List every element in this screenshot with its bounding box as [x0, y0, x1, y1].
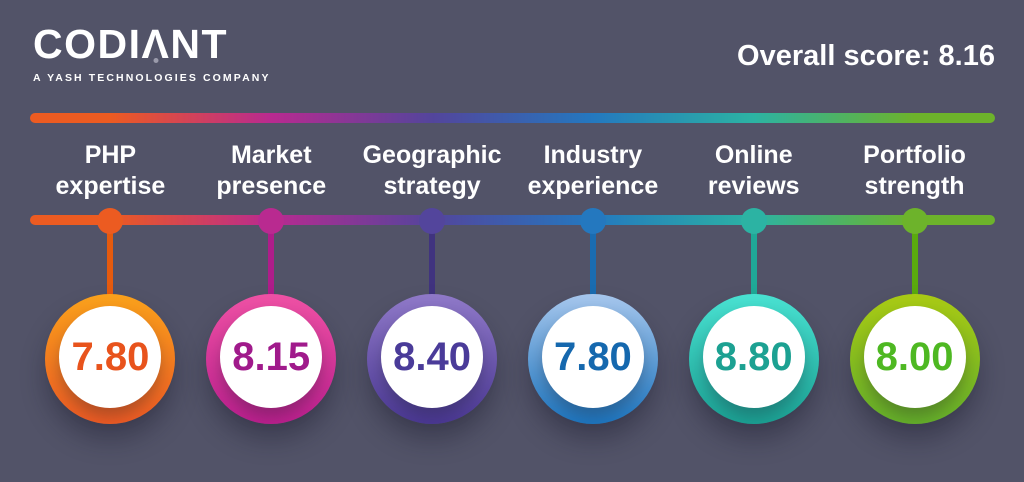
category-column: Market presence 8.15: [191, 140, 352, 440]
score-value: 8.00: [875, 334, 954, 379]
category-column: Geographic strategy 8.40: [352, 140, 513, 440]
connector-stem: [589, 221, 596, 300]
score-badge-inner: 8.00: [863, 306, 966, 408]
category-label-line1: Portfolio: [863, 141, 966, 169]
timeline-dot: [579, 208, 606, 234]
gradient-bar-top: [30, 113, 995, 123]
score-value: 8.15: [232, 334, 311, 379]
logo-tagline: A YASH TECHNOLOGIES COMPANY: [33, 72, 271, 84]
category-label: PHP expertise: [30, 140, 191, 202]
score-badge-inner: 8.40: [381, 306, 484, 408]
score-value: 7.80: [553, 334, 632, 379]
score-badge: 7.80: [45, 294, 176, 424]
category-label-line2: reviews: [707, 172, 800, 200]
category-column: Portfolio strength 8.00: [834, 140, 995, 440]
category-label-line2: experience: [527, 172, 659, 200]
category-label: Portfolio strength: [834, 140, 995, 202]
gradient-bar-timeline: [30, 215, 995, 225]
category-label-line2: strength: [864, 172, 965, 200]
score-badge: 8.00: [849, 294, 980, 424]
category-label-line2: strategy: [383, 172, 481, 200]
logo-lambda-dot-icon: [153, 58, 159, 63]
category-label-line2: presence: [216, 172, 327, 200]
category-column: PHP expertise 7.80: [30, 140, 191, 440]
category-column: Online reviews 8.80: [673, 140, 834, 440]
score-badge-inner: 8.80: [702, 306, 805, 408]
category-label-line1: Industry: [543, 141, 643, 169]
score-badge-inner: 8.15: [220, 306, 323, 408]
category-column: Industry experience 7.80: [512, 140, 673, 440]
timeline-dot: [97, 208, 124, 234]
score-badge: 8.15: [206, 294, 337, 424]
connector-stem: [750, 221, 757, 300]
category-label: Industry experience: [512, 140, 673, 202]
score-badge-inner: 7.80: [541, 306, 644, 408]
connector-stem: [268, 221, 275, 300]
timeline-dot: [419, 208, 446, 234]
connector-stem: [107, 221, 114, 300]
score-badge: 8.40: [367, 294, 498, 424]
category-label-line1: PHP: [84, 141, 137, 169]
logo-text-post: NT: [170, 21, 229, 67]
overall-score-text: Overall score: 8.16: [737, 40, 995, 72]
category-label-line1: Market: [230, 141, 312, 169]
timeline-dot: [258, 208, 285, 234]
category-label: Market presence: [191, 140, 352, 202]
timeline-dot: [901, 208, 928, 234]
logo-wordmark: CODIΛ NT: [33, 24, 271, 65]
logo-lambda: Λ: [141, 21, 171, 67]
logo-text-pre: CODI: [33, 21, 142, 67]
score-value: 8.40: [393, 334, 471, 379]
codiant-logo: CODIΛ NT A YASH TECHNOLOGIES COMPANY: [33, 24, 271, 85]
category-label-line1: Online: [714, 141, 793, 169]
timeline-dot: [740, 208, 767, 234]
category-label: Geographic strategy: [352, 140, 513, 202]
connector-stem: [911, 221, 918, 300]
score-value: 7.80: [71, 334, 150, 379]
score-columns: PHP expertise 7.80 Market presence 8.15 …: [30, 140, 995, 440]
score-badge-inner: 7.80: [59, 306, 162, 408]
category-label-line2: expertise: [55, 172, 166, 200]
score-badge: 7.80: [527, 294, 658, 424]
category-label-line1: Geographic: [362, 141, 502, 169]
score-value: 8.80: [714, 334, 793, 379]
score-badge: 8.80: [688, 294, 819, 424]
category-label: Online reviews: [673, 140, 834, 202]
connector-stem: [429, 221, 436, 300]
